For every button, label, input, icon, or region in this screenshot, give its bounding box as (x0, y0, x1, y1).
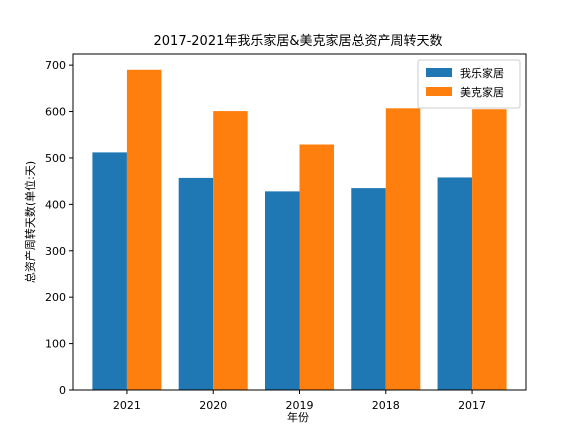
bar (264, 191, 300, 390)
bar (213, 111, 248, 390)
y-tick-label: 200 (45, 291, 66, 304)
bar (178, 177, 214, 390)
y-tick-label: 700 (45, 59, 66, 72)
x-axis-label: 年份 (287, 410, 309, 424)
bars (92, 69, 507, 391)
chart-title: 2017-2021年我乐家居&美克家居总资产周转天数 (154, 33, 443, 49)
legend-label: 我乐家居 (460, 66, 504, 80)
bar (472, 109, 507, 390)
x-tick-label: 2019 (286, 399, 314, 412)
x-tick-label: 2020 (199, 399, 227, 412)
y-tick-label: 400 (45, 198, 66, 211)
y-tick-label: 600 (45, 106, 66, 119)
bar (351, 188, 386, 390)
bar (126, 69, 162, 390)
y-axis-label: 总资产周转天数(单位:天) (23, 161, 37, 283)
legend-swatch (426, 87, 452, 96)
plot-frame (72, 53, 527, 391)
legend-swatch (426, 68, 452, 77)
y-tick-label: 100 (45, 338, 66, 351)
x-tick-label: 2018 (372, 399, 400, 412)
x-tick-label: 2017 (458, 399, 486, 412)
x-axis: 2021 2020 2019 2018 2017 (113, 390, 486, 412)
bar (437, 177, 473, 390)
x-tick-label: 2021 (113, 399, 141, 412)
y-tick-label: 500 (45, 152, 66, 165)
bar (92, 152, 127, 390)
y-axis: 0 100 200 300 400 500 600 700 (45, 59, 73, 397)
y-tick-label: 300 (45, 245, 66, 258)
legend-label: 美克家居 (460, 85, 504, 99)
watermark: CSDN @鸡杂不下面 (456, 411, 575, 427)
bar (385, 108, 421, 391)
bar (299, 144, 335, 390)
y-tick-label: 0 (59, 384, 66, 397)
